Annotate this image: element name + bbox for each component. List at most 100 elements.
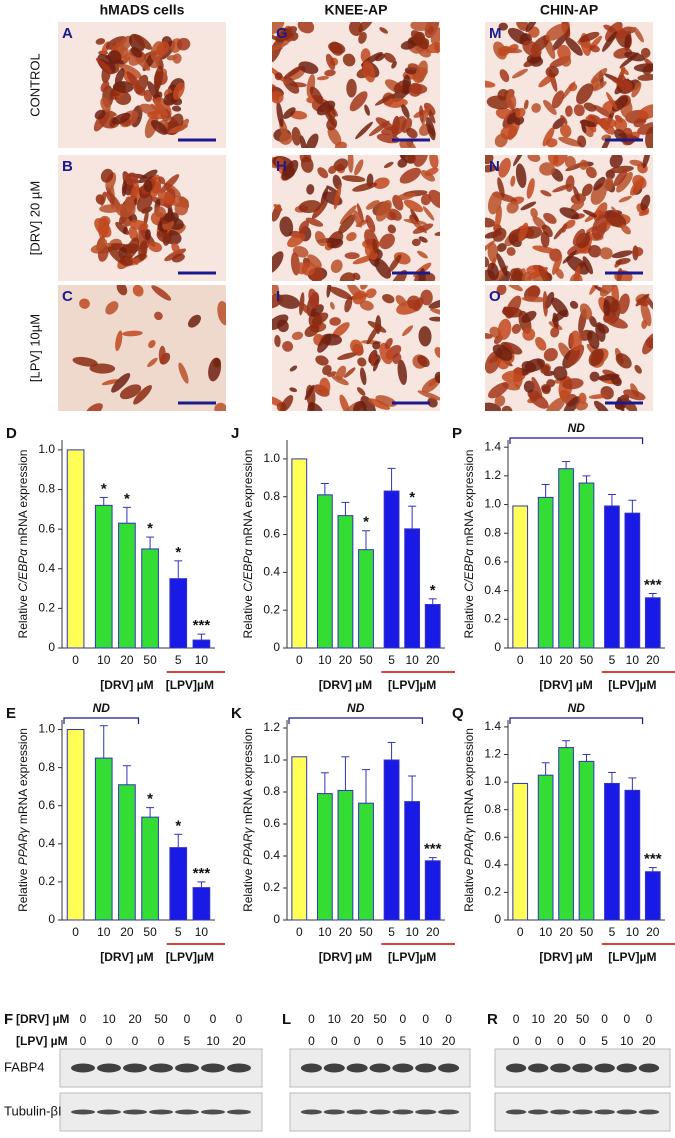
cell: [370, 352, 376, 367]
cell: [421, 103, 431, 126]
cell: [126, 237, 140, 259]
cell: [637, 104, 653, 120]
cell: [589, 315, 598, 328]
cell: [497, 318, 512, 340]
bar: [169, 847, 188, 921]
y-tick-label: 0.6: [38, 521, 55, 535]
cell: [532, 245, 557, 254]
cell: [372, 341, 381, 350]
x-tick-label: 20: [646, 925, 660, 939]
cell: [397, 359, 408, 385]
y-tick-label: 1.0: [38, 722, 55, 736]
cell: [591, 214, 608, 240]
cell: [410, 208, 419, 223]
blot-band: [123, 1063, 147, 1073]
cell: [111, 373, 131, 393]
cell: [403, 218, 427, 225]
cell: [418, 326, 432, 347]
cell: [623, 389, 646, 401]
group-label: [DRV] µM: [100, 950, 153, 964]
cell: [632, 175, 647, 189]
bar: [604, 505, 620, 649]
cell: [291, 127, 302, 146]
lane-label: 10: [532, 1012, 546, 1026]
lane-label: 5: [184, 1034, 191, 1048]
cell: [100, 191, 107, 206]
y-tick-label: 1.0: [484, 497, 501, 511]
cell: [401, 85, 411, 94]
y-tick-label: 0: [48, 912, 55, 926]
cell: [407, 63, 419, 70]
lane-label: 20: [128, 1012, 142, 1026]
lane-label: 0: [513, 1034, 520, 1048]
cell: [560, 124, 572, 138]
cell: [589, 45, 600, 53]
cell: [545, 23, 568, 41]
cell: [316, 76, 329, 81]
blot-band: [369, 1063, 391, 1073]
y-tick-label: 0.2: [38, 601, 55, 615]
y-tick-label: 1.2: [484, 747, 501, 761]
cell: [485, 402, 502, 411]
cell: [430, 308, 440, 316]
cell: [543, 347, 558, 362]
group-label: [LPV]µM: [388, 950, 436, 964]
bar: [512, 782, 529, 921]
cell: [585, 166, 597, 179]
y-axis-label-part: Relative: [16, 865, 30, 912]
bar: [141, 816, 159, 921]
blot-band: [71, 1063, 95, 1073]
bar: [337, 789, 354, 921]
group-label: [DRV] µM: [539, 950, 592, 964]
cell: [569, 300, 579, 309]
cell: [315, 355, 329, 366]
cell: [558, 136, 583, 147]
x-tick-label: 10: [626, 925, 640, 939]
y-tick-label: 1.0: [484, 774, 501, 788]
cell: [618, 195, 632, 203]
lane-label: 10: [206, 1034, 220, 1048]
cell: [560, 114, 568, 125]
cell: [603, 315, 628, 329]
lane-label: 5: [601, 1034, 608, 1048]
cell: [326, 285, 332, 298]
significance: *: [147, 520, 153, 537]
lane-label: 20: [442, 1034, 456, 1048]
cell: [497, 45, 511, 57]
x-tick-label: 50: [580, 653, 594, 667]
cell: [333, 184, 342, 210]
row-label: [LPV] 10µM: [27, 314, 42, 382]
cell: [579, 303, 593, 320]
cell: [568, 83, 578, 92]
cell: [154, 311, 163, 321]
bar: [94, 504, 113, 649]
lane-label: 0: [80, 1034, 87, 1048]
cell: [572, 228, 586, 246]
cell: [543, 212, 557, 224]
blot-band: [227, 1109, 251, 1115]
significance: *: [124, 490, 130, 507]
cell: [496, 243, 507, 252]
cell: [588, 244, 602, 258]
lane-label: 0: [354, 1034, 361, 1048]
nd-bracket: [509, 717, 644, 724]
cell: [403, 199, 423, 213]
cell: [420, 289, 433, 306]
cell: [372, 238, 378, 254]
micrograph: [485, 285, 653, 411]
cell: [136, 193, 153, 212]
panel-letter: J: [231, 425, 239, 442]
cell: [326, 185, 340, 195]
cell: [365, 288, 377, 299]
cell: [356, 387, 366, 396]
cell: [528, 392, 549, 409]
cell: [144, 113, 159, 139]
significance: *: [175, 544, 181, 561]
significance: *: [409, 489, 415, 506]
cell: [581, 123, 587, 134]
blot-band: [594, 1063, 615, 1073]
cell: [298, 220, 309, 234]
lane-label: 10: [328, 1012, 342, 1026]
y-tick-label: 0.4: [263, 848, 280, 862]
cell: [633, 247, 644, 257]
